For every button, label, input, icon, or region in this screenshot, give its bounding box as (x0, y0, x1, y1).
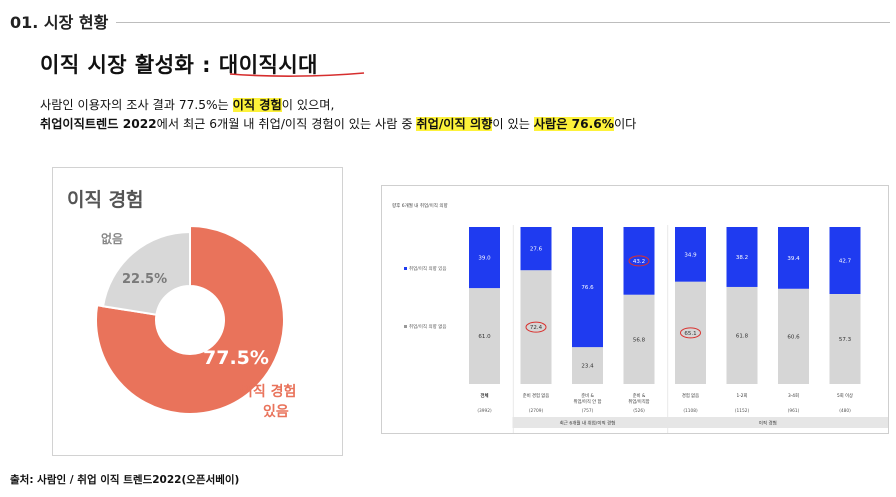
bar-label-no-3: 56.8 (633, 337, 646, 343)
legend-label-yes: 취업/이직 의향 있음 (409, 265, 447, 272)
category-count-2: (757) (582, 408, 594, 414)
summary-text-1b: 이 있으며, (281, 98, 335, 112)
bar-label-no-7: 57.3 (839, 337, 852, 343)
bar-label-no-1: 72.4 (530, 325, 543, 331)
category-count-3: (526) (633, 408, 645, 414)
bar-no-2 (572, 347, 603, 384)
group-label-0: 최근 6개월 내 취업/이직 경험 (560, 420, 616, 427)
bar-yes-0 (469, 227, 500, 289)
donut-value-no: 22.5% (122, 272, 167, 287)
donut-label-no: 없음 (101, 231, 123, 246)
bar-no-0 (469, 288, 500, 384)
donut-slice-yes (95, 224, 285, 415)
legend-label-no: 취업/이직 의향 없음 (409, 323, 447, 330)
category-label-6-0: 3-4회 (788, 392, 799, 399)
category-count-0: (3992) (477, 408, 492, 414)
bar-yes-4 (675, 227, 706, 282)
donut-label-yes-line1: 이직 경험 (240, 383, 296, 400)
headline-underline (229, 72, 365, 77)
bar-label-yes-1: 27.6 (530, 247, 543, 253)
headline-prefix: 이직 시장 활성화 : (40, 53, 219, 77)
section-header: 01. 시장 현황 (10, 9, 890, 33)
group-band (512, 417, 890, 428)
category-count-4: (1108) (683, 408, 698, 414)
summary-line-1: 사람인 이용자의 조사 결과 77.5%는 이직 경험이 있으며, (40, 96, 636, 115)
donut-slice-no (101, 230, 191, 316)
summary-highlight-3: 사람은 76.6% (533, 117, 614, 131)
highlight-circle-no-1 (525, 321, 547, 333)
category-count-6: (961) (788, 408, 800, 414)
section-divider (116, 22, 890, 23)
donut-title: 이직 경험 (67, 189, 144, 211)
section-title: 01. 시장 현황 (10, 13, 109, 32)
category-label-4-0: 경험 없음 (682, 392, 699, 399)
bar-no-7 (829, 294, 861, 384)
category-label-0-0: 전체 (481, 392, 489, 399)
donut-label-yes-line2: 있음 (263, 404, 289, 420)
headline-highlight: 대이직시대 (218, 53, 318, 77)
category-label-2-1: 취업/이직 안 함 (574, 398, 602, 405)
group-label-1: 이직 경험 (759, 420, 777, 427)
donut-leader-line (227, 372, 247, 391)
bar-label-no-5: 61.8 (736, 333, 749, 339)
category-count-7: (480) (839, 408, 851, 414)
bar-label-no-0: 61.0 (478, 334, 491, 340)
category-count-1: (2709) (529, 408, 544, 414)
bar-yes-1 (520, 227, 552, 271)
bar-no-3 (623, 294, 655, 384)
legend-swatch-no (404, 325, 407, 328)
bar-label-no-6: 60.6 (787, 334, 800, 340)
summary-text-2c: 이 있는 (492, 117, 534, 131)
category-label-3-1: 취업/이직함 (628, 398, 649, 405)
bar-yes-2 (572, 227, 603, 348)
bar-label-yes-5: 38.2 (736, 255, 748, 261)
bar-yes-6 (778, 227, 809, 289)
summary-line-2: 취업이직트렌드 2022에서 최근 6개월 내 취업/이직 경험이 있는 사람 … (40, 115, 636, 134)
summary-highlight-1: 이직 경험 (232, 98, 282, 112)
bar-label-yes-7: 42.7 (839, 259, 852, 265)
summary-highlight-2: 취업/이직 의향 (416, 117, 493, 131)
headline: 이직 시장 활성화 : 대이직시대 (40, 49, 318, 79)
summary-text-2d: 이다 (613, 117, 637, 131)
category-label-1-0: 준비 경험 없음 (523, 392, 549, 399)
donut-value-yes: 77.5% (203, 347, 269, 369)
category-label-5-0: 1-2회 (737, 392, 748, 399)
category-label-3-0: 준비 & (633, 392, 646, 399)
category-count-5: (1152) (735, 408, 750, 414)
bar-yes-5 (726, 227, 758, 287)
bar-yes-7 (829, 227, 861, 295)
summary-text: 사람인 이용자의 조사 결과 77.5%는 이직 경험이 있으며, 취업이직트렌… (40, 96, 636, 134)
summary-text-2a: 취업이직트렌드 2022 (40, 117, 157, 131)
bar-label-yes-4: 34.9 (684, 252, 697, 258)
bar-no-6 (778, 288, 809, 384)
bar-label-no-4: 65.1 (684, 331, 696, 337)
bar-label-yes-6: 39.4 (787, 256, 800, 262)
highlight-circle-yes-3 (628, 255, 650, 267)
summary-text-2b: 에서 최근 6개월 내 취업/이직 경험이 있는 사람 중 (156, 117, 417, 131)
category-label-7-0: 5회 이상 (837, 392, 853, 399)
bar-label-yes-2: 76.6 (581, 285, 594, 291)
source-note: 출처: 사람인 / 취업 이직 트렌드2022(오픈서베이) (10, 474, 240, 486)
category-label-2-0: 준비 & (581, 392, 594, 399)
bar-label-yes-0: 39.0 (478, 256, 491, 262)
summary-text-1a: 사람인 이용자의 조사 결과 77.5%는 (40, 98, 233, 112)
donut-chart-card: 이직 경험 77.5% 22.5% 없음 이직 경험 있음 (52, 167, 343, 456)
bar-chart-title: 향후 6개월 내 취업/이직 의향 (392, 202, 448, 209)
bar-label-no-2: 23.4 (581, 364, 594, 370)
bar-no-5 (726, 286, 758, 384)
bar-label-yes-3: 43.2 (633, 259, 645, 265)
highlight-circle-no-4 (680, 327, 701, 339)
legend-swatch-yes (404, 267, 407, 270)
